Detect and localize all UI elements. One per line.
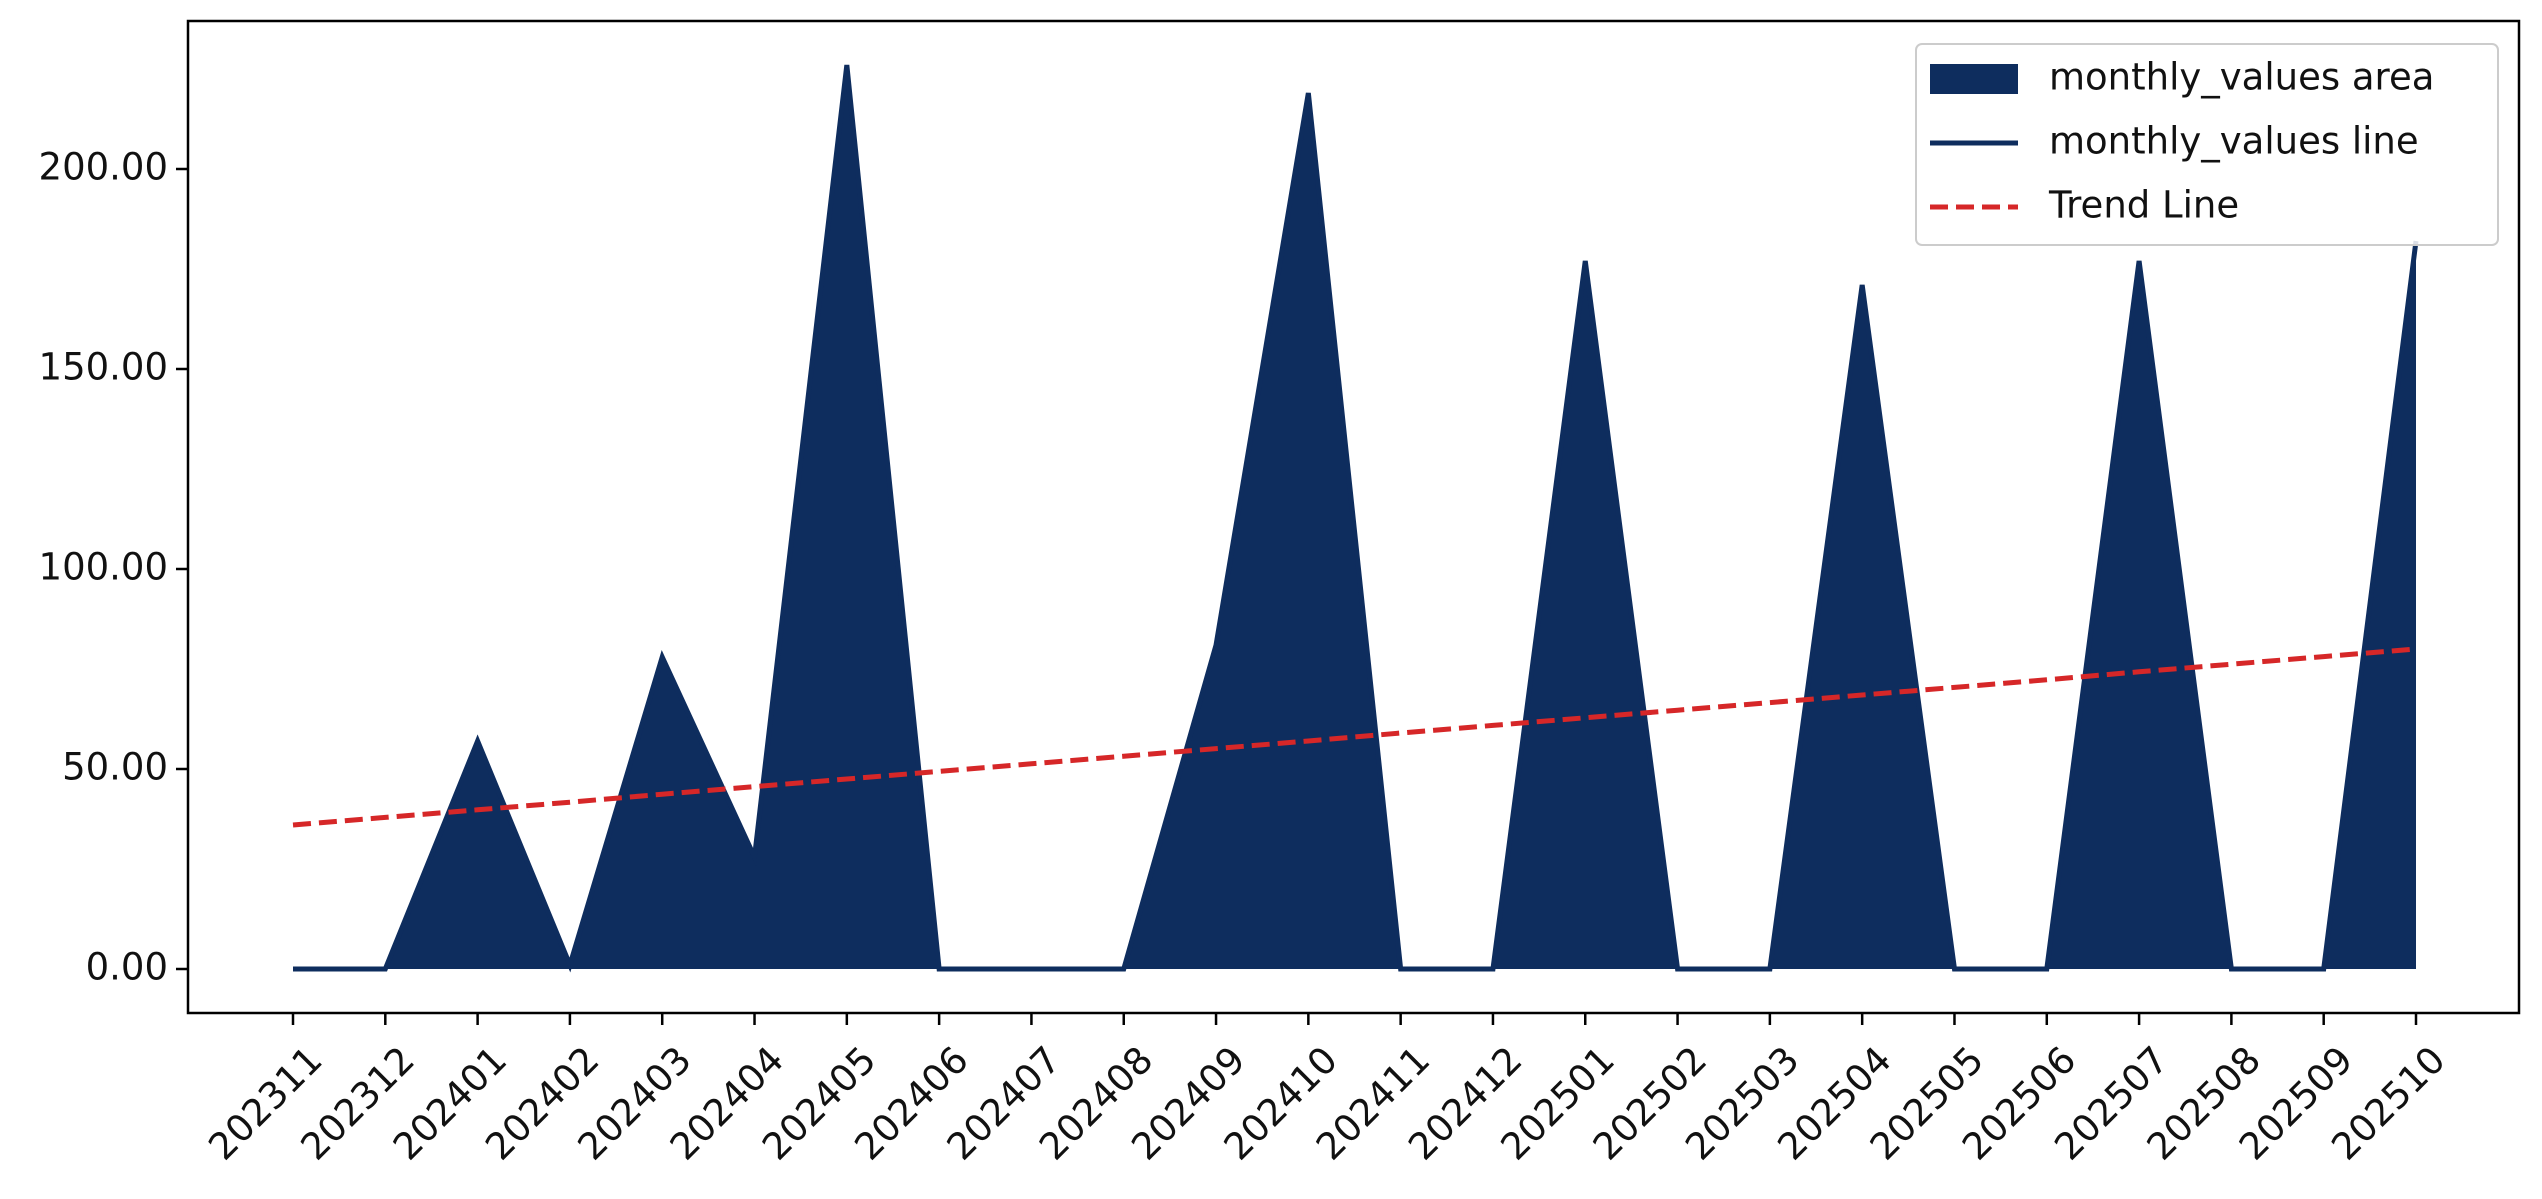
y-tick-label: 50.00 <box>62 746 168 789</box>
legend-label: monthly_values line <box>2049 120 2419 163</box>
legend-label: Trend Line <box>2048 184 2239 227</box>
legend-swatch <box>1930 64 2018 94</box>
y-tick-label: 150.00 <box>39 346 168 389</box>
area <box>293 65 2416 969</box>
trend-line <box>292 646 2417 828</box>
legend-box <box>1915 43 2499 246</box>
line <box>293 64 2419 973</box>
y-tick-label: 100.00 <box>39 546 168 589</box>
y-tick-label: 200.00 <box>39 146 168 189</box>
y-tick-label: 0.00 <box>86 946 168 989</box>
plot-frame <box>186 19 2521 1015</box>
legend-label: monthly_values area <box>2049 56 2434 99</box>
